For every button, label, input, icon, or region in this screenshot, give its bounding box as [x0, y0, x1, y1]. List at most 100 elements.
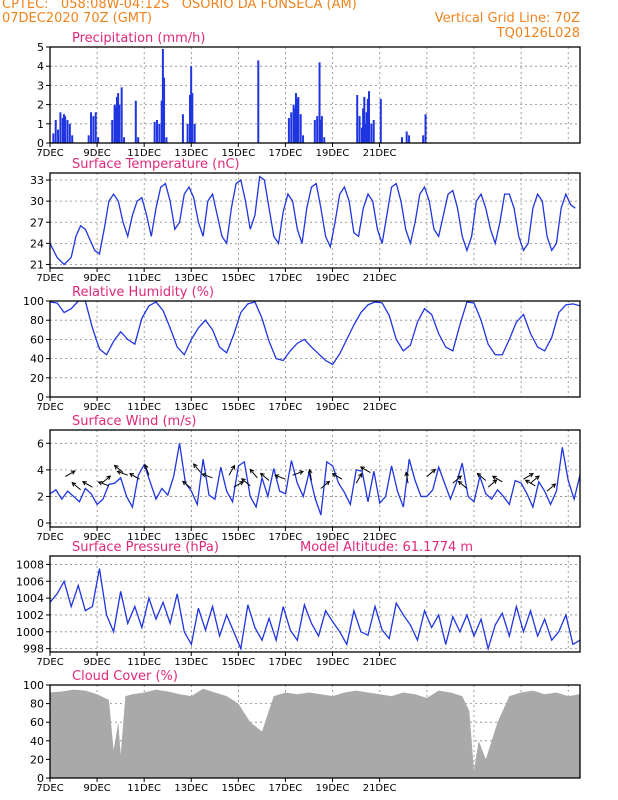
wind-arrow: [360, 466, 371, 473]
precip-bar: [422, 135, 425, 143]
wind-arrow: [71, 482, 81, 491]
wind-arrow: [101, 475, 111, 484]
precip-bar: [115, 96, 118, 143]
precip-bar: [120, 87, 123, 143]
wind-line: [50, 443, 580, 516]
y-tick-label: 20: [30, 753, 44, 766]
y-tick-label: 27: [30, 216, 44, 229]
wind-arrow: [525, 479, 536, 487]
precip-bar: [287, 118, 290, 143]
precip-bar: [54, 119, 57, 143]
wind-arrow-head: [230, 464, 236, 470]
x-tick-label: 9DEC: [83, 402, 110, 413]
x-tick-label: 13DEC: [174, 273, 208, 284]
y-tick-label: 20: [30, 372, 44, 385]
y-tick-label: 4: [37, 464, 44, 477]
wind-arrow: [144, 464, 150, 476]
precip-bar: [302, 135, 305, 143]
panel-pressure: 998 1000 1002 1004 1006 1008 7DEC 9DEC 11DEC 13DE…: [16, 540, 581, 668]
panel-title: Surface Pressure (hPa): [72, 540, 219, 555]
x-tick-label: 17DEC: [269, 532, 303, 543]
x-tick-label: 11DEC: [127, 273, 161, 284]
wind-arrow-head: [404, 471, 410, 477]
x-tick-label: 11DEC: [127, 402, 161, 413]
wind-arrow-head: [97, 480, 103, 486]
x-tick-label: 7DEC: [36, 402, 63, 413]
y-tick-label: 0: [37, 391, 44, 404]
wind-arrow-head: [528, 473, 534, 478]
wind-arrow-head: [201, 472, 207, 478]
x-tick-label: 13DEC: [174, 532, 208, 543]
panel-temp: 21 24 27 30 33 7DEC 9DEC 11DEC 13DEC 15DEC 17DEC 19…: [30, 157, 581, 284]
precip-bar: [323, 137, 326, 143]
precip-bar: [137, 137, 140, 143]
precip-bar: [296, 98, 299, 143]
precip-bar: [293, 108, 296, 143]
panel-rh: 0 20 40 60 80 100 7DEC 9DEC 11DEC 13DEC 15DEC 17DEC…: [23, 285, 581, 413]
precip-bar: [61, 118, 64, 143]
y-tick-label: 24: [30, 237, 44, 250]
wind-arrow-head: [476, 472, 482, 478]
model-code: TQ0126L028: [496, 26, 580, 41]
wind-arrow-head: [524, 479, 530, 484]
y-tick-label: 1: [37, 118, 44, 131]
x-tick-label: 19DEC: [316, 783, 350, 794]
precip-bar: [405, 131, 408, 143]
wind-arrow-head: [307, 468, 313, 474]
wind-arrow-head: [551, 483, 557, 488]
y-tick-label: 5: [37, 41, 44, 54]
precip-bar: [313, 119, 316, 143]
wind-arrow: [275, 474, 286, 480]
precip-bar: [123, 137, 126, 143]
wind-arrow: [193, 463, 202, 473]
y-tick-label: 1008: [16, 558, 44, 571]
x-tick-label: 9DEC: [83, 273, 110, 284]
precip-bar: [372, 119, 375, 143]
cloud-area: [50, 688, 580, 778]
wind-arrow-head: [116, 470, 122, 475]
wind-arrow-head: [274, 474, 280, 479]
precip-bar: [68, 123, 71, 143]
wind-arrow: [452, 475, 462, 484]
y-tick-label: 998: [23, 643, 44, 656]
x-tick-label: 11DEC: [127, 783, 161, 794]
wind-arrow: [65, 470, 76, 477]
pressure-line: [50, 568, 580, 652]
x-tick-label: 17DEC: [269, 657, 303, 668]
precip-bar: [165, 137, 168, 143]
panel-subtitle: Model Altitude: 61.1774 m: [300, 540, 473, 555]
x-tick-label: 15DEC: [221, 783, 255, 794]
y-tick-label: 80: [30, 698, 44, 711]
precip-bar: [64, 116, 67, 143]
panel-frame: [49, 684, 581, 779]
panel-title: Surface Wind (m/s): [72, 414, 196, 429]
precip-bar: [358, 116, 361, 143]
precip-bar: [156, 119, 158, 143]
x-tick-label: 15DEC: [221, 532, 255, 543]
x-tick-label: 7DEC: [36, 148, 63, 159]
panel-wind: 0 2 4 6 7DEC 9DEC 11DEC 13DEC 15DEC 17DEC 19DEC 21D…: [36, 414, 581, 543]
wind-arrow-head: [182, 480, 187, 486]
precip-bar: [66, 119, 69, 143]
wind-arrow: [426, 469, 436, 477]
precip-bar: [191, 93, 194, 143]
precip-bar: [188, 95, 191, 143]
wind-arrow: [114, 465, 124, 473]
x-tick-label: 7DEC: [36, 273, 63, 284]
y-tick-label: 2: [37, 99, 44, 112]
wind-arrow-head: [358, 472, 363, 478]
panel-frame: [49, 46, 581, 144]
precip-bar: [368, 91, 370, 143]
precip-bar: [117, 93, 120, 143]
x-tick-label: 19DEC: [316, 532, 350, 543]
x-tick-label: 11DEC: [127, 657, 161, 668]
wind-arrow-head: [259, 472, 265, 478]
y-tick-label: 60: [30, 716, 44, 729]
x-tick-label: 9DEC: [83, 532, 110, 543]
wind-arrow: [233, 481, 244, 488]
precip-bar: [400, 137, 403, 143]
precip-bar: [160, 100, 163, 143]
precip-bar: [316, 116, 319, 143]
panel-frame: [49, 555, 581, 653]
x-tick-label: 7DEC: [36, 657, 63, 668]
